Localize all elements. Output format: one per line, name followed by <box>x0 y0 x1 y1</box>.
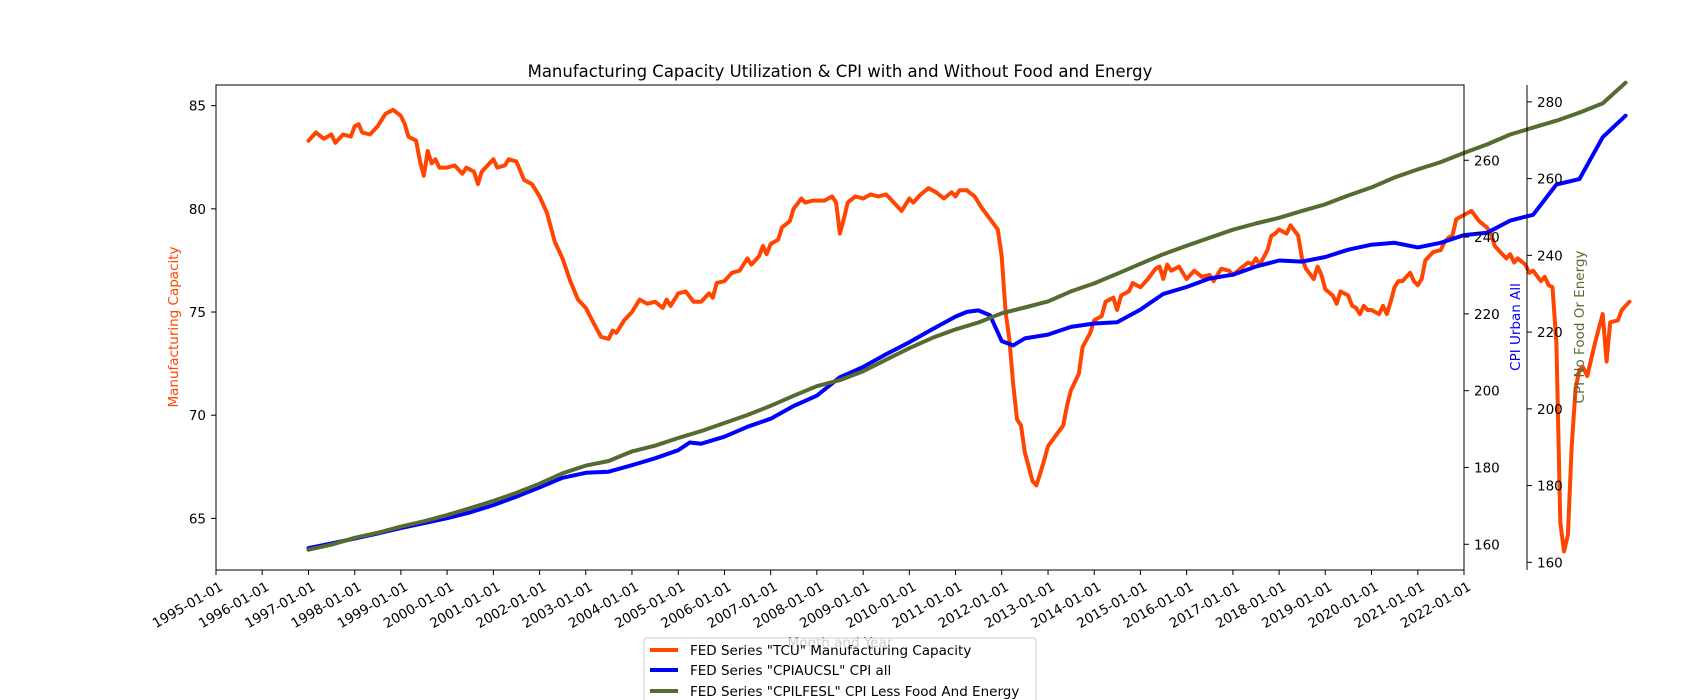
series-line-cpi <box>306 113 1628 551</box>
y-outer-tick-label: 200 <box>1537 402 1563 418</box>
y-axis-right-outer-label: CPI No Food Or Energy <box>1572 251 1588 404</box>
y-axis-right-outer: 160 180 200 220 240 260 280 <box>1526 85 1563 571</box>
legend-frame <box>643 637 1037 700</box>
y-left-tick-label: 65 <box>189 511 206 527</box>
y-left-tick-label: 80 <box>189 202 206 218</box>
plot-frame <box>215 84 1465 571</box>
y-outer-tick-label: 280 <box>1537 95 1563 111</box>
y-outer-tick-label: 160 <box>1537 555 1563 571</box>
series-line-core <box>306 80 1628 552</box>
y-right-tick-label: 260 <box>1474 153 1500 169</box>
legend-label-cpi: FED Series "CPIAUCSL" CPI all <box>690 663 891 679</box>
y-right-tick-label: 180 <box>1474 460 1500 476</box>
y-right-tick-label: 240 <box>1474 230 1500 246</box>
chart-title: Manufacturing Capacity Utilization & CPI… <box>528 62 1153 81</box>
y-right-tick-label: 220 <box>1474 307 1500 323</box>
y-outer-tick-label: 260 <box>1537 172 1563 188</box>
y-right-tick-label: 160 <box>1474 537 1500 553</box>
y-axis-left-label: Manufacturing Capacity <box>166 246 182 407</box>
x-axis: 1995-01-011996-01-011997-01-011998-01-01… <box>150 570 1474 632</box>
y-axis-right-label: CPI Urban All <box>1508 283 1524 371</box>
legend-label-core: FED Series "CPILFESL" CPI Less Food And … <box>690 684 1019 700</box>
y-outer-tick-label: 240 <box>1537 248 1563 264</box>
y-left-tick-label: 85 <box>189 99 206 115</box>
y-left-tick-label: 70 <box>189 408 206 424</box>
y-left-tick-label: 75 <box>189 305 206 321</box>
legend: FED Series "TCU" Manufacturing Capacity … <box>643 637 1037 700</box>
y-right-tick-label: 200 <box>1474 384 1500 400</box>
y-axis-right: 160 180 200 220 240 260 <box>1464 153 1500 553</box>
series-layer <box>306 80 1632 554</box>
series-line-tcu <box>306 107 1632 554</box>
y-axis-left: 65 70 75 80 85 <box>189 99 216 527</box>
legend-label-tcu: FED Series "TCU" Manufacturing Capacity <box>690 643 971 659</box>
y-outer-tick-label: 180 <box>1537 479 1563 495</box>
y-outer-tick-label: 220 <box>1537 325 1563 341</box>
